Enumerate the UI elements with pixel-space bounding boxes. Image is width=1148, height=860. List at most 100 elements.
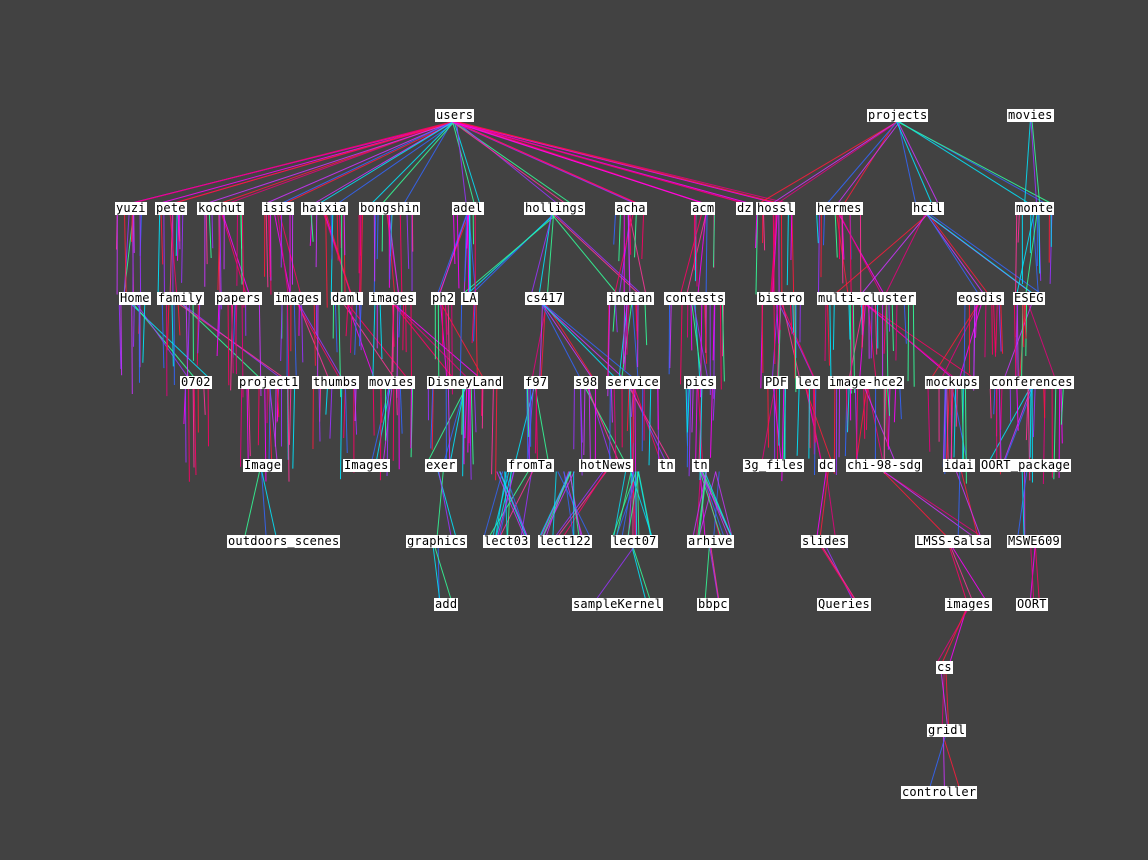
node-OORT[interactable]: OORT [1016, 597, 1048, 611]
node-hermes[interactable]: hermes [816, 201, 863, 215]
node-Queries[interactable]: Queries [817, 597, 871, 611]
edge-users-dz [451, 121, 747, 203]
fan-lect122 [539, 471, 590, 536]
node-tn2[interactable]: tn [692, 458, 709, 472]
node-ESEG[interactable]: ESEG [1013, 291, 1045, 305]
node-family[interactable]: family [157, 291, 204, 305]
node-movies2[interactable]: movies [368, 375, 415, 389]
leaf-strands-yuzi [116, 214, 142, 302]
node-projects[interactable]: projects [867, 108, 929, 122]
edge-hcil-multicluster [836, 214, 928, 293]
node-yuzi[interactable]: yuzi [115, 201, 147, 215]
node-bistro[interactable]: bistro [757, 291, 804, 305]
edge-project1-Image [268, 388, 278, 460]
node-acm[interactable]: acm [691, 201, 716, 215]
node-movies_root[interactable]: movies [1007, 108, 1054, 122]
node-isis[interactable]: isis [262, 201, 294, 215]
node-hcil[interactable]: hcil [912, 201, 944, 215]
node-papers[interactable]: papers [215, 291, 262, 305]
node-ph2[interactable]: ph2 [431, 291, 456, 305]
edge-graphics-add [432, 547, 452, 599]
node-service[interactable]: service [606, 375, 660, 389]
node-dc[interactable]: dc [818, 458, 835, 472]
node-OORT_package[interactable]: OORT_package [980, 458, 1072, 472]
node-lect122[interactable]: lect122 [538, 534, 592, 548]
node-lec[interactable]: lec [796, 375, 821, 389]
node-cs[interactable]: cs [936, 660, 953, 674]
node-f97[interactable]: f97 [524, 375, 549, 389]
edge-exer-graphics [436, 471, 457, 536]
node-PDF[interactable]: PDF [764, 375, 789, 389]
node-tn1[interactable]: tn [658, 458, 675, 472]
node-bongshin[interactable]: bongshin [359, 201, 421, 215]
node-monte[interactable]: monte [1015, 201, 1055, 215]
node-imagehce2[interactable]: image-hce2 [828, 375, 905, 389]
node-dz[interactable]: dz [736, 201, 753, 215]
node-eosdis[interactable]: eosdis [957, 291, 1004, 305]
edge-users-hollings [451, 121, 570, 203]
node-graphics[interactable]: graphics [406, 534, 468, 548]
node-adel[interactable]: adel [452, 201, 484, 215]
node-thumbs[interactable]: thumbs [312, 375, 359, 389]
fan-arhive [692, 471, 733, 536]
node-cs417[interactable]: cs417 [525, 291, 565, 305]
node-Images[interactable]: Images [343, 458, 390, 472]
node-gridl[interactable]: gridl [927, 723, 967, 737]
node-3g_files[interactable]: 3g_files [743, 458, 805, 472]
node-exer[interactable]: exer [425, 458, 457, 472]
node-kochut[interactable]: kochut [197, 201, 244, 215]
node-users[interactable]: users [435, 108, 475, 122]
node-project1[interactable]: project1 [238, 375, 300, 389]
edge-lect07-sampleKernel [596, 547, 651, 599]
node-LMSS[interactable]: LMSS-Salsa [915, 534, 992, 548]
edge-Image-outdoors_scenes [244, 471, 277, 536]
node-MSWE609[interactable]: MSWE609 [1007, 534, 1061, 548]
node-fromTa[interactable]: fromTa [507, 458, 554, 472]
node-lect03[interactable]: lect03 [483, 534, 530, 548]
edge-cs417-f97 [532, 304, 547, 377]
node-0702[interactable]: 0702 [180, 375, 212, 389]
node-Home[interactable]: Home [119, 291, 151, 305]
node-hollings[interactable]: hollings [524, 201, 586, 215]
node-Image[interactable]: Image [243, 458, 283, 472]
edge-hotNews-lect122 [555, 471, 607, 536]
node-indian[interactable]: indian [607, 291, 654, 305]
node-haixia[interactable]: haixia [301, 201, 348, 215]
leaf-strands-DisneyLand [427, 388, 498, 481]
edge-users-acha [451, 121, 636, 203]
node-add[interactable]: add [434, 597, 459, 611]
node-pete[interactable]: pete [155, 201, 187, 215]
node-s98[interactable]: s98 [574, 375, 599, 389]
edge-users-haixia [315, 121, 457, 203]
node-images3[interactable]: images [945, 597, 992, 611]
node-hossl[interactable]: hossl [756, 201, 796, 215]
node-pics[interactable]: pics [684, 375, 716, 389]
node-contests[interactable]: contests [664, 291, 726, 305]
node-slides[interactable]: slides [801, 534, 848, 548]
leaf-strands-haixia [309, 214, 346, 308]
edge-DisneyLand-exer [428, 388, 466, 460]
node-chi98sdg[interactable]: chi-98-sdg [846, 458, 923, 472]
node-LA[interactable]: LA [461, 291, 478, 305]
edge-hollings-LA [464, 214, 557, 293]
node-mockups[interactable]: mockups [925, 375, 979, 389]
node-DisneyLand[interactable]: DisneyLand [427, 375, 504, 389]
node-images1[interactable]: images [274, 291, 321, 305]
node-hotNews[interactable]: hotNews [579, 458, 633, 472]
node-daml[interactable]: daml [331, 291, 363, 305]
node-images2[interactable]: images [369, 291, 416, 305]
node-sampleKernel[interactable]: sampleKernel [572, 597, 664, 611]
node-idai[interactable]: idai [943, 458, 975, 472]
fan-lect07 [612, 471, 653, 536]
node-outdoors_scenes[interactable]: outdoors_scenes [227, 534, 341, 548]
node-conferences[interactable]: conferences [990, 375, 1074, 389]
node-arhive[interactable]: arhive [687, 534, 734, 548]
edge-idai-LMSS [955, 471, 981, 536]
node-bbpc[interactable]: bbpc [697, 597, 729, 611]
node-multicluster[interactable]: multi-cluster [817, 291, 916, 305]
edge-gridl-controller [929, 736, 960, 787]
node-lect07[interactable]: lect07 [611, 534, 658, 548]
leaf-strands-f97 [526, 388, 538, 467]
node-controller[interactable]: controller [901, 785, 978, 799]
node-acha[interactable]: acha [615, 201, 647, 215]
